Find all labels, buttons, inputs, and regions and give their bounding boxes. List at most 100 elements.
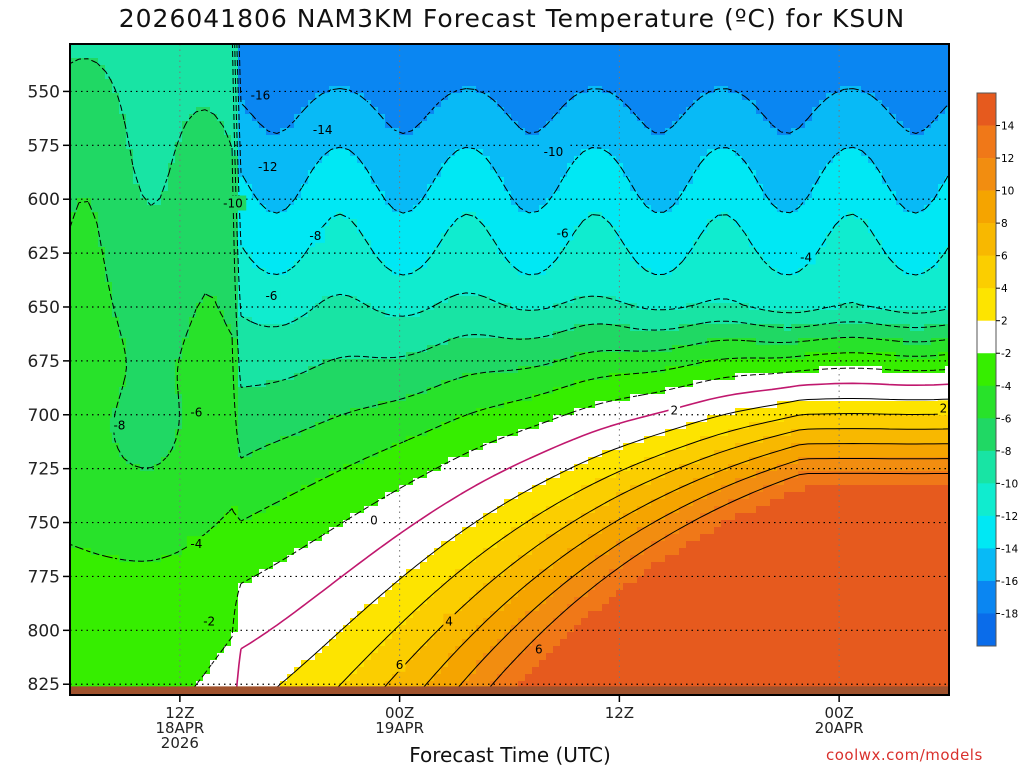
temperature-cell xyxy=(364,352,372,360)
temperature-cell xyxy=(77,296,85,304)
temperature-cell xyxy=(343,373,351,381)
temperature-cell xyxy=(210,275,218,283)
temperature-cell xyxy=(406,625,414,633)
temperature-cell xyxy=(112,310,120,318)
temperature-cell xyxy=(280,317,288,325)
temperature-cell xyxy=(105,604,113,612)
temperature-cell xyxy=(301,527,309,535)
temperature-cell xyxy=(336,93,344,101)
temperature-cell xyxy=(364,380,372,388)
temperature-cell xyxy=(371,86,379,94)
temperature-cell xyxy=(322,590,330,598)
temperature-cell xyxy=(168,674,176,682)
temperature-cell xyxy=(371,611,379,619)
temperature-cell xyxy=(301,156,309,164)
temperature-cell xyxy=(70,58,78,66)
temperature-cell xyxy=(224,79,232,87)
temperature-cell xyxy=(133,471,141,479)
temperature-cell xyxy=(133,597,141,605)
temperature-cell xyxy=(280,366,288,374)
temperature-cell xyxy=(112,114,120,122)
temperature-cell xyxy=(126,177,134,185)
temperature-cell xyxy=(385,177,393,185)
temperature-cell xyxy=(91,65,99,73)
temperature-cell xyxy=(427,576,435,584)
temperature-cell xyxy=(287,219,295,227)
temperature-cell xyxy=(126,590,134,598)
temperature-cell xyxy=(273,268,281,276)
temperature-cell xyxy=(301,177,309,185)
temperature-cell xyxy=(427,198,435,206)
temperature-cell xyxy=(189,233,197,241)
temperature-cell xyxy=(364,79,372,87)
temperature-cell xyxy=(329,667,337,675)
temperature-cell xyxy=(147,639,155,647)
temperature-cell xyxy=(280,121,288,129)
temperature-cell xyxy=(441,226,449,234)
temperature-cell xyxy=(154,401,162,409)
temperature-cell xyxy=(308,583,316,591)
temperature-cell xyxy=(280,611,288,619)
temperature-cell xyxy=(427,513,435,521)
temperature-cell xyxy=(364,331,372,339)
temperature-cell xyxy=(427,352,435,360)
temperature-cell xyxy=(252,597,260,605)
temperature-cell xyxy=(175,681,183,689)
temperature-cell xyxy=(238,149,246,157)
temperature-cell xyxy=(196,282,204,290)
temperature-cell xyxy=(70,135,78,143)
temperature-cell xyxy=(434,429,442,437)
temperature-cell xyxy=(210,485,218,493)
temperature-cell xyxy=(273,261,281,269)
temperature-cell xyxy=(98,254,106,262)
temperature-cell xyxy=(161,639,169,647)
temperature-cell xyxy=(182,170,190,178)
temperature-cell xyxy=(105,352,113,360)
temperature-cell xyxy=(350,653,358,661)
temperature-cell xyxy=(210,268,218,276)
temperature-cell xyxy=(259,534,267,542)
temperature-cell xyxy=(385,170,393,178)
temperature-cell xyxy=(175,296,183,304)
temperature-cell xyxy=(70,569,78,577)
temperature-cell xyxy=(413,352,421,360)
temperature-cell xyxy=(385,44,393,52)
temperature-cell xyxy=(378,492,386,500)
temperature-cell xyxy=(161,254,169,262)
temperature-cell xyxy=(322,646,330,654)
temperature-cell xyxy=(203,499,211,507)
temperature-cell xyxy=(161,247,169,255)
temperature-cell xyxy=(322,191,330,199)
temperature-cell xyxy=(70,653,78,661)
temperature-cell xyxy=(196,555,204,563)
temperature-cell xyxy=(413,422,421,430)
temperature-cell xyxy=(140,373,148,381)
temperature-cell xyxy=(406,555,414,563)
temperature-cell xyxy=(224,240,232,248)
temperature-cell xyxy=(336,345,344,353)
temperature-cell xyxy=(140,387,148,395)
temperature-cell xyxy=(392,576,400,584)
temperature-cell xyxy=(399,114,407,122)
temperature-cell xyxy=(175,590,183,598)
temperature-cell xyxy=(161,422,169,430)
temperature-cell xyxy=(378,513,386,521)
temperature-cell xyxy=(434,156,442,164)
temperature-cell xyxy=(294,597,302,605)
temperature-cell xyxy=(413,541,421,549)
temperature-cell xyxy=(70,149,78,157)
temperature-cell xyxy=(350,520,358,528)
temperature-cell xyxy=(175,72,183,80)
temperature-cell xyxy=(98,562,106,570)
temperature-cell xyxy=(406,177,414,185)
temperature-cell xyxy=(294,226,302,234)
temperature-cell xyxy=(301,520,309,528)
temperature-cell xyxy=(385,471,393,479)
temperature-cell xyxy=(378,660,386,668)
temperature-cell xyxy=(399,275,407,283)
temperature-cell xyxy=(343,51,351,59)
temperature-cell xyxy=(147,114,155,122)
temperature-cell xyxy=(329,506,337,514)
temperature-cell xyxy=(294,555,302,563)
temperature-cell xyxy=(322,65,330,73)
